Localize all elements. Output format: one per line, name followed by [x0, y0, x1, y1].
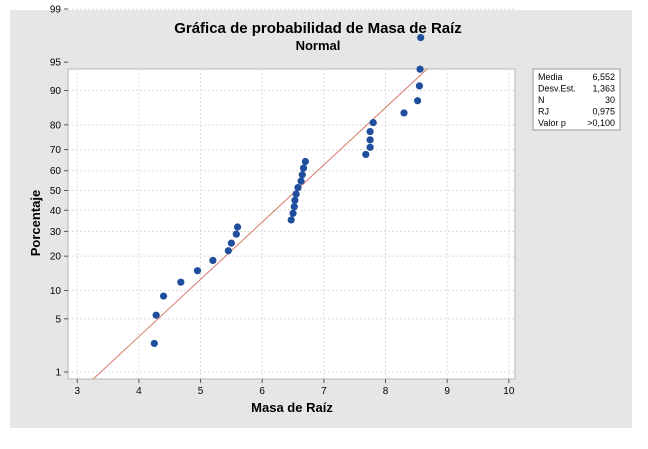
data-point: [291, 196, 299, 204]
data-point: [298, 171, 306, 179]
data-point: [209, 256, 217, 265]
y-tick-label: 99: [50, 5, 62, 16]
stat-value: 30: [605, 95, 615, 105]
data-point: [290, 203, 298, 211]
points-group: [150, 33, 425, 348]
data-point: [232, 230, 240, 238]
data-point: [287, 216, 295, 224]
stat-value: >0,100: [587, 118, 615, 128]
stat-value: 0,975: [592, 107, 615, 117]
y-tick-label: 10: [50, 286, 62, 297]
chart-subtitle: Normal: [296, 38, 341, 53]
data-point: [294, 183, 302, 192]
x-tick-label: 10: [503, 386, 515, 397]
x-axis-label: Masa de Raíz: [251, 400, 333, 415]
y-tick-label: 95: [50, 58, 62, 69]
y-axis-label: Porcentaje: [28, 190, 43, 256]
fit-line: [92, 69, 428, 379]
y-tick-label: 50: [50, 186, 62, 197]
data-point: [413, 97, 422, 105]
stat-value: 1,363: [592, 84, 615, 94]
y-tick-label: 80: [50, 120, 62, 131]
stats-box: [532, 68, 621, 131]
y-tick-label: 40: [50, 206, 62, 217]
plot-area: [67, 68, 516, 380]
data-point: [159, 292, 168, 300]
data-point: [416, 65, 424, 73]
x-tick-label: 8: [383, 386, 389, 397]
data-point: [417, 33, 425, 42]
y-tick-label: 30: [50, 227, 62, 238]
y-tick-label: 5: [55, 314, 61, 325]
stat-value: 6,552: [592, 72, 615, 82]
y-tick-label: 1: [55, 368, 61, 379]
x-axis: 3 4 5 6 7 8 9 10: [74, 379, 515, 397]
data-point: [400, 109, 408, 117]
stat-label: Media: [538, 72, 563, 82]
x-tick-label: 9: [444, 386, 450, 397]
stats-table: Media 6,552 Desv.Est. 1,363 N 30 RJ 0,975 Valor …: [538, 72, 615, 128]
data-point: [369, 118, 377, 127]
data-point: [224, 247, 232, 255]
data-point: [415, 82, 424, 90]
data-point: [297, 177, 305, 185]
data-point: [150, 339, 158, 348]
data-point: [292, 190, 300, 198]
data-point: [289, 209, 297, 217]
stat-label: Valor p: [538, 118, 566, 128]
x-tick-label: 5: [198, 386, 204, 397]
y-tick-label: 90: [50, 86, 62, 97]
stat-label: RJ: [538, 107, 549, 117]
x-tick-label: 6: [259, 386, 265, 397]
stat-label: N: [538, 95, 545, 105]
data-point: [366, 136, 374, 144]
data-point: [193, 267, 202, 275]
x-tick-label: 4: [136, 386, 142, 397]
stat-label: Desv.Est.: [538, 84, 576, 94]
y-tick-label: 20: [50, 252, 62, 263]
data-point: [362, 150, 370, 159]
data-point: [301, 157, 309, 166]
y-axis: 1 5 10 20 30 40 50 60 70 80 90 95 99: [50, 5, 68, 379]
fit-line-group: [92, 69, 428, 379]
data-point: [152, 311, 160, 319]
y-tick-label: 60: [50, 166, 62, 177]
y-tick-label: 70: [50, 145, 62, 156]
grid: [68, 8, 515, 379]
data-point: [299, 164, 308, 172]
data-point: [366, 127, 374, 136]
data-point: [227, 239, 235, 247]
data-point: [366, 143, 374, 151]
data-point: [233, 223, 242, 231]
x-tick-label: 7: [321, 386, 327, 397]
x-tick-label: 3: [74, 386, 80, 397]
chart-title: Gráfica de probabilidad de Masa de Raíz: [174, 20, 462, 37]
data-point: [177, 278, 185, 286]
